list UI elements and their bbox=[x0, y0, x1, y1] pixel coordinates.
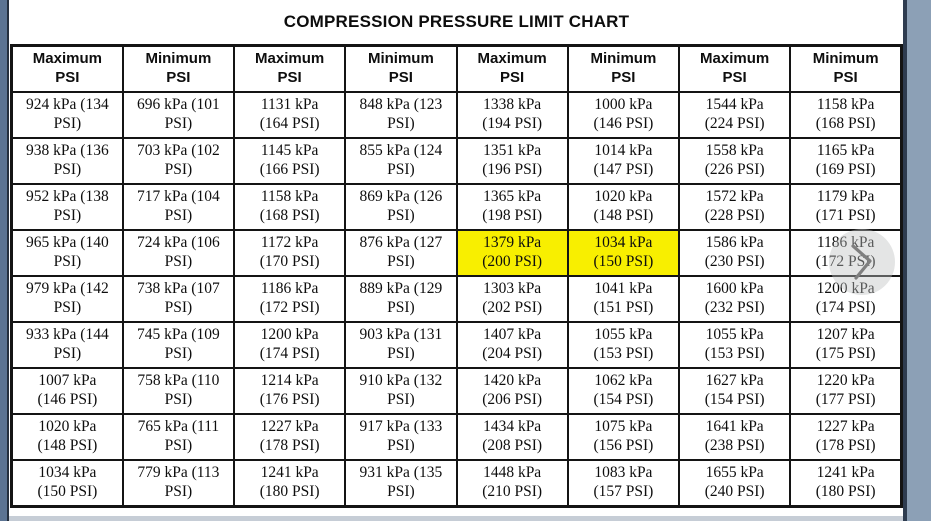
column-header: Maximum PSI bbox=[232, 44, 347, 93]
table-row: 952 kPa (138 PSI) 717 kPa (104 PSI) 1158 k… bbox=[10, 183, 903, 231]
table-cell: 1083 kPa (157 PSI) bbox=[566, 459, 681, 508]
table-cell: 703 kPa (102 PSI) bbox=[121, 137, 236, 185]
table-cell: 965 kPa (140 PSI) bbox=[10, 229, 124, 277]
table-cell: 1241 kPa (180 PSI) bbox=[789, 459, 903, 508]
table-row: 965 kPa (140 PSI) 724 kPa (106 PSI) 1172 k… bbox=[10, 229, 903, 277]
table-cell: 869 kPa (126 PSI) bbox=[344, 183, 458, 231]
table-cell: 1420 kPa (206 PSI) bbox=[455, 367, 569, 415]
table-header: Maximum PSI Minimum PSI Maximum PSI Minimum… bbox=[10, 44, 903, 93]
table-cell: 1558 kPa (226 PSI) bbox=[677, 137, 792, 185]
table-cell: 917 kPa (133 PSI) bbox=[344, 413, 458, 461]
table-cell: 1655 kPa (240 PSI) bbox=[677, 459, 792, 508]
table-cell: 1007 kPa (146 PSI) bbox=[10, 367, 124, 415]
chevron-right-icon bbox=[847, 240, 877, 284]
table-cell: 1158 kPa (168 PSI) bbox=[789, 91, 903, 139]
table-cell: 848 kPa (123 PSI) bbox=[344, 91, 458, 139]
bottom-edge-bar bbox=[9, 516, 903, 521]
table-cell: 1034 kPa (150 PSI) bbox=[10, 459, 124, 508]
table-cell: 1020 kPa (148 PSI) bbox=[10, 413, 124, 461]
table-cell: 910 kPa (132 PSI) bbox=[344, 367, 458, 415]
table-cell: 938 kPa (136 PSI) bbox=[10, 137, 124, 185]
column-header: Maximum PSI bbox=[10, 44, 124, 93]
table-cell: 1572 kPa (228 PSI) bbox=[677, 183, 792, 231]
table-cell: 1179 kPa (171 PSI) bbox=[789, 183, 903, 231]
table-cell: 1434 kPa (208 PSI) bbox=[455, 413, 569, 461]
table-cell: 779 kPa (113 PSI) bbox=[121, 459, 236, 508]
table-cell: 1303 kPa (202 PSI) bbox=[455, 275, 569, 323]
table-cell: 1075 kPa (156 PSI) bbox=[566, 413, 681, 461]
table-cell: 903 kPa (131 PSI) bbox=[344, 321, 458, 369]
highlighted-cell: 1379 kPa (200 PSI) bbox=[455, 229, 569, 277]
table-cell: 717 kPa (104 PSI) bbox=[121, 183, 236, 231]
table-cell: 979 kPa (142 PSI) bbox=[10, 275, 124, 323]
table-row: 938 kPa (136 PSI) 703 kPa (102 PSI) 1145 k… bbox=[10, 137, 903, 185]
table-cell: 738 kPa (107 PSI) bbox=[121, 275, 236, 323]
table-cell: 1544 kPa (224 PSI) bbox=[677, 91, 792, 139]
page-title: COMPRESSION PRESSURE LIMIT CHART bbox=[283, 12, 630, 31]
table-row: 1007 kPa (146 PSI) 758 kPa (110 PSI) 1214 … bbox=[10, 367, 903, 415]
table-cell: 1600 kPa (232 PSI) bbox=[677, 275, 792, 323]
table-cell: 696 kPa (101 PSI) bbox=[121, 91, 236, 139]
compression-pressure-table: Maximum PSI Minimum PSI Maximum PSI Minimum… bbox=[10, 44, 903, 508]
table-cell: 1020 kPa (148 PSI) bbox=[566, 183, 681, 231]
table-cell: 1158 kPa (168 PSI) bbox=[232, 183, 347, 231]
table-cell: 1448 kPa (210 PSI) bbox=[455, 459, 569, 508]
table-cell: 876 kPa (127 PSI) bbox=[344, 229, 458, 277]
table-cell: 1145 kPa (166 PSI) bbox=[232, 137, 347, 185]
column-header: Minimum PSI bbox=[121, 44, 236, 93]
table-cell: 1055 kPa (153 PSI) bbox=[566, 321, 681, 369]
table-cell: 1062 kPa (154 PSI) bbox=[566, 367, 681, 415]
table-cell: 1220 kPa (177 PSI) bbox=[789, 367, 903, 415]
table-row: 1020 kPa (148 PSI) 765 kPa (111 PSI) 1227 … bbox=[10, 413, 903, 461]
table-cell: 1041 kPa (151 PSI) bbox=[566, 275, 681, 323]
table-cell: 745 kPa (109 PSI) bbox=[121, 321, 236, 369]
table-body: 924 kPa (134 PSI) 696 kPa (101 PSI) 1131 k… bbox=[10, 91, 903, 508]
header-row: Maximum PSI Minimum PSI Maximum PSI Minimum… bbox=[10, 44, 903, 93]
table-cell: 1241 kPa (180 PSI) bbox=[232, 459, 347, 508]
table-cell: 758 kPa (110 PSI) bbox=[121, 367, 236, 415]
table-cell: 1055 kPa (153 PSI) bbox=[677, 321, 792, 369]
table-cell: 924 kPa (134 PSI) bbox=[10, 91, 124, 139]
column-header: Minimum PSI bbox=[344, 44, 458, 93]
table-cell: 765 kPa (111 PSI) bbox=[121, 413, 236, 461]
table-row: 924 kPa (134 PSI) 696 kPa (101 PSI) 1131 k… bbox=[10, 91, 903, 139]
table-cell: 1407 kPa (204 PSI) bbox=[455, 321, 569, 369]
table-row: 1034 kPa (150 PSI) 779 kPa (113 PSI) 1241 … bbox=[10, 459, 903, 508]
table-cell: 724 kPa (106 PSI) bbox=[121, 229, 236, 277]
table-cell: 1227 kPa (178 PSI) bbox=[232, 413, 347, 461]
column-header: Maximum PSI bbox=[455, 44, 569, 93]
table-cell: 1627 kPa (154 PSI) bbox=[677, 367, 792, 415]
left-edge-bar bbox=[0, 0, 9, 521]
column-header: Maximum PSI bbox=[677, 44, 792, 93]
table-cell: 1165 kPa (169 PSI) bbox=[789, 137, 903, 185]
table-cell: 1227 kPa (178 PSI) bbox=[789, 413, 903, 461]
table-cell: 1131 kPa (164 PSI) bbox=[232, 91, 347, 139]
highlighted-cell: 1034 kPa (150 PSI) bbox=[566, 229, 681, 277]
table-cell: 1338 kPa (194 PSI) bbox=[455, 91, 569, 139]
table-cell: 1200 kPa (174 PSI) bbox=[232, 321, 347, 369]
table-cell: 1200 kPa (174 PSI) bbox=[789, 275, 903, 323]
table-cell: 855 kPa (124 PSI) bbox=[344, 137, 458, 185]
table-cell: 1186 kPa (172 PSI) bbox=[232, 275, 347, 323]
column-header: Minimum PSI bbox=[566, 44, 681, 93]
table-cell: 1586 kPa (230 PSI) bbox=[677, 229, 792, 277]
table-cell: 1000 kPa (146 PSI) bbox=[566, 91, 681, 139]
table-cell: 1351 kPa (196 PSI) bbox=[455, 137, 569, 185]
right-edge-bar bbox=[903, 0, 931, 521]
table-cell: 889 kPa (129 PSI) bbox=[344, 275, 458, 323]
table-cell: 1207 kPa (175 PSI) bbox=[789, 321, 903, 369]
table-cell: 933 kPa (144 PSI) bbox=[10, 321, 124, 369]
table-cell: 1186 kPa (172 PSI) bbox=[789, 229, 903, 277]
table-cell: 1641 kPa (238 PSI) bbox=[677, 413, 792, 461]
next-page-button[interactable] bbox=[829, 229, 895, 295]
table-row: 933 kPa (144 PSI) 745 kPa (109 PSI) 1200 k… bbox=[10, 321, 903, 369]
column-header: Minimum PSI bbox=[789, 44, 903, 93]
table-cell: 1172 kPa (170 PSI) bbox=[232, 229, 347, 277]
table-row: 979 kPa (142 PSI) 738 kPa (107 PSI) 1186 k… bbox=[10, 275, 903, 323]
table-cell: 952 kPa (138 PSI) bbox=[10, 183, 124, 231]
table-cell: 931 kPa (135 PSI) bbox=[344, 459, 458, 508]
table-cell: 1014 kPa (147 PSI) bbox=[566, 137, 681, 185]
table-cell: 1365 kPa (198 PSI) bbox=[455, 183, 569, 231]
table-cell: 1214 kPa (176 PSI) bbox=[232, 367, 347, 415]
